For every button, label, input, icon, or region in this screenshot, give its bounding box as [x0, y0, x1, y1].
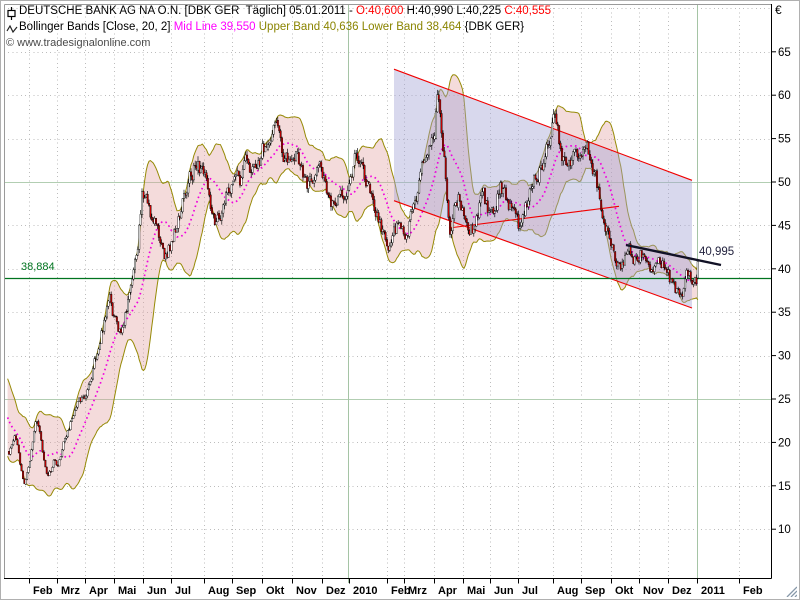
support-level-label: 38,884	[21, 261, 55, 273]
watermark: © www.tradesignalonline.com	[6, 37, 151, 49]
x-axis-label: Sep	[236, 585, 256, 597]
x-axis-label: Mrz	[61, 585, 80, 597]
x-axis-label: Jul	[175, 585, 191, 597]
candlestick-series	[8, 89, 699, 486]
title-text: DEUTSCHE BANK AG NA O.N. [DBK GER Täglic…	[19, 5, 357, 17]
x-axis-label: Apr	[438, 585, 458, 597]
x-axis-label: Dez	[326, 585, 346, 597]
bollinger-band	[7, 74, 699, 497]
indicator-lower-value: Lower Band 38,464	[361, 21, 465, 33]
x-axis-label: Aug	[208, 585, 229, 597]
x-axis-label: Nov	[643, 585, 665, 597]
gridlines	[4, 4, 771, 578]
x-axis-label: Mrz	[408, 585, 427, 597]
indicator-upper-value: Upper Band 40,636	[258, 21, 362, 33]
y-axis-label: 40	[778, 264, 791, 276]
resize-grip[interactable]	[785, 585, 797, 597]
x-axis-label: Feb	[391, 585, 411, 597]
indicator-icon	[6, 24, 18, 34]
chart-title: DEUTSCHE BANK AG NA O.N. [DBK GER Täglic…	[19, 5, 551, 18]
trend-channel	[394, 69, 692, 308]
y-axis-label: 15	[778, 481, 791, 493]
x-axis-label: Jul	[522, 585, 538, 597]
y-axis-label: 35	[778, 307, 791, 319]
y-axis: €65 60 55 50 45 40 35 30 25 20 15 10	[772, 3, 791, 536]
x-axis-label: Mai	[467, 585, 485, 597]
y-axis-currency: €	[775, 3, 782, 17]
plot-frame	[4, 4, 772, 579]
x-axis-label: Okt	[266, 585, 285, 597]
y-axis-label: 60	[778, 90, 791, 102]
x-axis-label: Jun	[147, 585, 167, 597]
x-axis-label: Nov	[296, 585, 318, 597]
y-axis-label: 50	[778, 177, 791, 189]
trendline-value-label: 40,995	[699, 246, 735, 258]
x-axis-label: Feb	[33, 585, 53, 597]
channel-fill	[394, 69, 692, 308]
y-axis-label: 20	[778, 437, 791, 449]
x-axis-label: Mai	[118, 585, 136, 597]
x-axis-label: Feb	[743, 585, 763, 597]
y-axis-label: 45	[778, 220, 791, 232]
indicator-legend: Bollinger Bands [Close, 20, 2] Mid Line …	[19, 21, 524, 34]
bollinger-lower-line	[7, 167, 699, 497]
black-trendline	[625, 243, 722, 267]
quote-close: C:40,555	[504, 5, 552, 17]
y-axis-label: 10	[778, 524, 791, 536]
bollinger-fill	[7, 74, 698, 497]
x-axis: Feb Mrz Apr Mai Jun Jul Aug Sep Okt Nov Dez 2010 Feb…	[29, 579, 763, 597]
y-axis-label: 25	[778, 394, 791, 406]
y-axis-label: 30	[778, 351, 791, 363]
indicator-mid-value: Mid Line 39,550	[173, 21, 259, 33]
quote-high-low: H:40,990 L:40,225	[406, 5, 505, 17]
quote-open: O:40,600	[356, 5, 407, 17]
x-axis-label: 2011	[701, 585, 725, 597]
x-axis-label: Aug	[557, 585, 578, 597]
red-trendline	[393, 68, 693, 181]
x-axis-label: Dez	[672, 585, 692, 597]
x-axis-label: Jun	[494, 585, 514, 597]
instrument-icon	[7, 7, 16, 20]
x-axis-label: Okt	[615, 585, 634, 597]
y-axis-label: 55	[778, 134, 791, 146]
major-gridlines	[4, 4, 771, 583]
x-axis-label: Apr	[89, 585, 109, 597]
x-axis-label: Sep	[585, 585, 605, 597]
indicator-symbol: {DBK GER}	[464, 21, 525, 33]
y-axis-label: 65	[778, 47, 791, 59]
red-trendline	[393, 200, 693, 309]
x-axis-label: 2010	[353, 585, 377, 597]
indicator-name: Bollinger Bands [Close, 20, 2]	[19, 21, 174, 33]
